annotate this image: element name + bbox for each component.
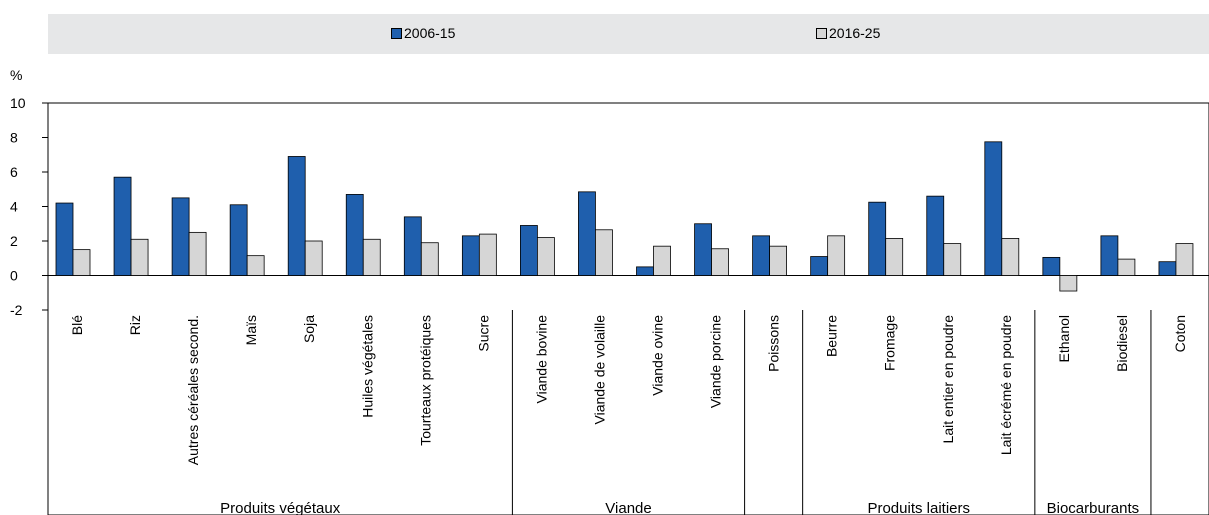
bar-huiles-vegetales-2006-15 bbox=[345, 194, 364, 276]
bar-tourteaux-proteiques-2016-25 bbox=[420, 242, 439, 276]
category-label-viande-bovine: Viande bovine bbox=[533, 315, 549, 404]
group-label-viande: Viande bbox=[605, 500, 651, 515]
bar-beurre-2006-15 bbox=[810, 256, 829, 276]
plot-frame bbox=[47, 102, 1209, 515]
legend-item-2016-25: 2016-25 bbox=[816, 25, 880, 41]
bar-biodiesel-2006-15 bbox=[1100, 235, 1119, 276]
category-label-biodiesel: Biodiesel bbox=[1114, 315, 1130, 372]
bar-tourteaux-proteiques-2006-15 bbox=[403, 216, 422, 276]
legend-item-2006-15: 2006-15 bbox=[391, 25, 455, 41]
bar-fromage-2006-15 bbox=[868, 201, 887, 276]
bar-lait-entier-en-poudre-2016-25 bbox=[943, 243, 962, 276]
bar-viande-ovine-2006-15 bbox=[636, 266, 654, 276]
bar-fromage-2016-25 bbox=[885, 238, 904, 276]
bar-huiles-vegetales-2016-25 bbox=[362, 238, 381, 276]
bar-viande-de-volaille-2006-15 bbox=[578, 191, 596, 276]
bar-viande-bovine-2016-25 bbox=[537, 237, 555, 276]
category-label-tourteaux-proteiques: Tourteaux protéiques bbox=[417, 315, 433, 446]
bar-lait-ecreme-en-poudre-2016-25 bbox=[1001, 238, 1020, 276]
category-label-lait-entier-en-poudre: Lait entier en poudre bbox=[940, 315, 956, 444]
category-label-sucre: Sucre bbox=[475, 315, 491, 352]
category-label-soja: Soja bbox=[301, 315, 317, 343]
category-label-fromage: Fromage bbox=[882, 315, 898, 371]
y-tick-label: 0 bbox=[10, 268, 18, 284]
bar-soja-2016-25 bbox=[304, 240, 323, 276]
y-tick-label: 2 bbox=[10, 233, 18, 249]
bar-autres-cereales-second-2016-25 bbox=[188, 231, 207, 276]
bar-autres-cereales-second-2006-15 bbox=[171, 197, 190, 276]
bar-poissons-2016-25 bbox=[769, 245, 787, 276]
bar-ble-2006-15 bbox=[55, 202, 74, 276]
bar-coton-2016-25 bbox=[1175, 243, 1194, 276]
bar-viande-ovine-2016-25 bbox=[653, 245, 671, 276]
legend-label-2006-15: 2006-15 bbox=[404, 25, 456, 41]
bar-ethanol-2016-25 bbox=[1059, 275, 1078, 292]
y-tick-label: 8 bbox=[10, 130, 18, 146]
category-label-mais: Maïs bbox=[243, 315, 259, 345]
bar-soja-2006-15 bbox=[287, 156, 306, 276]
category-label-viande-de-volaille: Viande de volaille bbox=[591, 315, 607, 425]
bar-riz-2016-25 bbox=[130, 238, 149, 276]
y-tick-label: 6 bbox=[10, 164, 18, 180]
bar-lait-ecreme-en-poudre-2006-15 bbox=[984, 141, 1003, 276]
category-label-coton: Coton bbox=[1172, 315, 1188, 352]
legend: 2006-15 2016-25 bbox=[48, 14, 1209, 54]
category-label-huiles-vegetales: Huiles végétales bbox=[359, 315, 375, 418]
bar-ble-2016-25 bbox=[72, 249, 91, 276]
category-label-lait-ecreme-en-poudre: Lait écrémé en poudre bbox=[998, 315, 1014, 455]
legend-swatch-2006-15 bbox=[391, 28, 402, 39]
category-label-ble: Blé bbox=[69, 315, 85, 335]
bar-viande-porcine-2006-15 bbox=[694, 223, 712, 276]
bar-riz-2006-15 bbox=[113, 176, 132, 276]
bar-coton-2006-15 bbox=[1158, 261, 1177, 276]
category-label-poissons: Poissons bbox=[766, 315, 782, 372]
y-tick-label: 10 bbox=[10, 95, 26, 111]
group-label-produits-vegetaux: Produits végétaux bbox=[220, 500, 341, 515]
bar-mais-2006-15 bbox=[229, 204, 248, 276]
bar-viande-bovine-2006-15 bbox=[520, 225, 538, 276]
category-label-beurre: Beurre bbox=[824, 315, 840, 357]
group-label-biocarburants: Biocarburants bbox=[1047, 500, 1140, 515]
y-tick-label: -2 bbox=[10, 302, 23, 318]
legend-label-2016-25: 2016-25 bbox=[829, 25, 881, 41]
group-label-produits-laitiers: Produits laitiers bbox=[867, 500, 970, 515]
y-axis-label: % bbox=[10, 67, 22, 83]
bar-sucre-2006-15 bbox=[461, 235, 480, 276]
legend-swatch-2016-25 bbox=[816, 28, 827, 39]
category-label-ethanol: Ethanol bbox=[1056, 315, 1072, 362]
bar-viande-porcine-2016-25 bbox=[711, 248, 729, 276]
category-label-autres-cereales-second: Autres céréales second. bbox=[185, 315, 201, 465]
bar-biodiesel-2016-25 bbox=[1117, 258, 1136, 276]
bar-mais-2016-25 bbox=[246, 255, 265, 276]
bar-lait-entier-en-poudre-2006-15 bbox=[926, 195, 945, 276]
bar-ethanol-2006-15 bbox=[1042, 256, 1061, 276]
category-label-viande-ovine: Viande ovine bbox=[650, 315, 666, 396]
bar-sucre-2016-25 bbox=[478, 233, 497, 276]
category-label-riz: Riz bbox=[127, 315, 143, 335]
category-label-viande-porcine: Viande porcine bbox=[708, 315, 724, 408]
bar-viande-de-volaille-2016-25 bbox=[595, 229, 613, 276]
bar-beurre-2016-25 bbox=[827, 235, 846, 276]
y-tick-label: 4 bbox=[10, 199, 18, 215]
bar-poissons-2006-15 bbox=[752, 235, 770, 276]
